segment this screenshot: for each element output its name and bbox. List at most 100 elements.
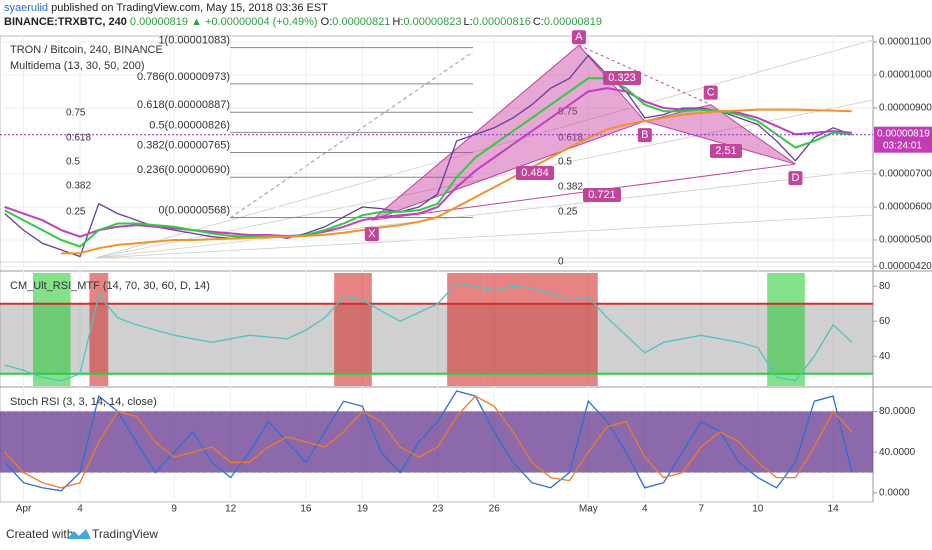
pattern-point: A bbox=[575, 31, 583, 43]
fib-label: 0(0.00000568) bbox=[158, 204, 230, 216]
header-line-1: syaerulid published on TradingView.com, … bbox=[4, 2, 328, 14]
pattern-point-box bbox=[364, 227, 379, 242]
y-tick-label: 0.00001100 bbox=[879, 37, 932, 48]
pattern-leg bbox=[578, 44, 711, 106]
faint-fib-label: 0.75 bbox=[558, 107, 578, 118]
y-tick-label: 0.00000500 bbox=[879, 235, 932, 246]
brand[interactable]: TradingView bbox=[92, 527, 159, 541]
x-tick-label: May bbox=[579, 504, 598, 515]
y-tick-label: 0.0000 bbox=[879, 487, 910, 498]
pattern-point: C bbox=[707, 87, 715, 99]
ohlc-label: H: bbox=[392, 16, 404, 28]
series-line bbox=[4, 282, 853, 382]
oversold-zone bbox=[32, 273, 52, 386]
pattern-point: X bbox=[368, 228, 376, 240]
chart-subtitle: Multidema (13, 30, 50, 200) bbox=[10, 60, 145, 72]
symbol: BINANCE:TRXBTC, 240 bbox=[4, 16, 127, 28]
oversold-zone bbox=[51, 273, 71, 386]
series-line bbox=[4, 390, 853, 492]
stoch-band bbox=[0, 411, 873, 473]
tv-logo bbox=[67, 529, 91, 539]
y-tick-label: 40.0000 bbox=[879, 447, 916, 458]
faint-fib-label: 0.618 bbox=[558, 133, 583, 144]
overbought-zone bbox=[578, 273, 598, 386]
last-price-box bbox=[874, 126, 932, 153]
countdown-label: 03:24:01 bbox=[883, 140, 922, 151]
pattern-ratio: 2.51 bbox=[715, 145, 736, 157]
ohlc-value: 0.00000819 bbox=[543, 16, 602, 28]
x-tick-label: 16 bbox=[300, 504, 312, 515]
faint-fib-label: 0 bbox=[558, 257, 564, 268]
pattern-ratio-box bbox=[603, 71, 641, 85]
faint-fib-label: 0.618 bbox=[66, 133, 91, 144]
ohlc-label: O: bbox=[320, 16, 333, 28]
published: published on TradingView.com, May 15, 20… bbox=[51, 2, 328, 14]
overbought-zone bbox=[353, 273, 372, 386]
pattern-ratio: 0.484 bbox=[521, 167, 549, 179]
x-tick-label: 7 bbox=[699, 504, 705, 515]
pattern-point-box bbox=[788, 171, 803, 186]
fib-label: 0.786(0.00000973) bbox=[137, 71, 230, 83]
last-price-label: 0.00000819 bbox=[877, 128, 930, 139]
y-tick-label: 0.00000600 bbox=[879, 202, 932, 213]
x-tick-label: 4 bbox=[77, 504, 83, 515]
ohlc: O:0.00000821 H:0.00000823 L:0.00000816 C:0.… bbox=[321, 16, 604, 28]
x-tick-label: 26 bbox=[489, 504, 501, 515]
pattern-ratio: 0.323 bbox=[608, 72, 636, 84]
chart: Apr 4 9 12 16 19 23 26 May 4 7 10 14 0.00000420 0.0000… bbox=[0, 30, 932, 515]
overbought-zone bbox=[541, 273, 561, 386]
y-tick-label: 0.00001000 bbox=[879, 70, 932, 81]
y-tick-label: 0.00000420 bbox=[879, 261, 932, 272]
pattern-ratio-box bbox=[516, 166, 554, 180]
fib-label: 0.5(0.00000826) bbox=[149, 119, 230, 131]
change: ▲ +0.00000004 (+0.49%) bbox=[191, 16, 318, 28]
last: 0.00000819 bbox=[129, 16, 189, 28]
faint-fib-label: 0.25 bbox=[66, 207, 86, 218]
ohlc-value: 0.00000821 bbox=[332, 16, 391, 28]
faint-fib-label: 0.75 bbox=[66, 108, 86, 119]
x-tick-label: 14 bbox=[828, 504, 840, 515]
fib-label: 1(0.00001083) bbox=[158, 34, 230, 46]
overbought-zone bbox=[560, 273, 579, 386]
pattern-ratio-box bbox=[710, 144, 742, 158]
x-tick-label: 23 bbox=[432, 504, 444, 515]
overbought-zone bbox=[465, 273, 485, 386]
faint-fib-label: 0.25 bbox=[558, 207, 578, 218]
pattern-ratio-box bbox=[583, 188, 621, 202]
ohlc-value: 0.00000816 bbox=[472, 16, 531, 28]
y-tick-label: 80 bbox=[879, 281, 891, 292]
series-line bbox=[61, 108, 852, 255]
faint-fib-label: 0.382 bbox=[558, 182, 583, 193]
x-tick-label: 12 bbox=[225, 504, 237, 515]
y-tick-label: 80.0000 bbox=[879, 406, 916, 417]
x-tick-label: Apr bbox=[16, 504, 32, 515]
pattern-point: D bbox=[791, 172, 799, 184]
x-tick-label: 10 bbox=[752, 504, 764, 515]
overbought-zone bbox=[447, 273, 466, 386]
fib-label: 0.382(0.00000765) bbox=[137, 139, 230, 151]
overbought-zone bbox=[484, 273, 504, 386]
ohlc-label: L: bbox=[463, 16, 473, 28]
ohlc-value: 0.00000823 bbox=[403, 16, 462, 28]
created-with: Created with bbox=[6, 527, 74, 541]
faint-fib-label: 0.5 bbox=[558, 157, 572, 168]
series-line bbox=[4, 395, 853, 489]
faint-fib-label: 0.5 bbox=[66, 157, 80, 168]
oversold-zone bbox=[786, 273, 805, 386]
x-tick-label: 19 bbox=[357, 504, 369, 515]
pane-title: CM_Ult_RSI_MTF (14, 70, 30, 60, D, 14) bbox=[10, 280, 210, 292]
pattern-point-box bbox=[703, 85, 718, 100]
overbought-zone bbox=[503, 273, 523, 386]
oversold-zone bbox=[767, 273, 787, 386]
publisher[interactable]: syaerulid bbox=[4, 2, 49, 14]
series-line bbox=[4, 77, 852, 248]
x-tick-label: 4 bbox=[642, 504, 648, 515]
faint-fib-label: 0.382 bbox=[66, 181, 91, 192]
pattern-ratio: 0.721 bbox=[588, 189, 616, 201]
y-tick-label: 40 bbox=[879, 351, 891, 362]
pane-title: Stoch RSI (3, 3, 14, 14, close) bbox=[10, 396, 157, 408]
y-tick-label: 0.00000900 bbox=[879, 103, 932, 114]
overbought-zone bbox=[334, 273, 354, 386]
ohlc-label: C: bbox=[532, 16, 544, 28]
